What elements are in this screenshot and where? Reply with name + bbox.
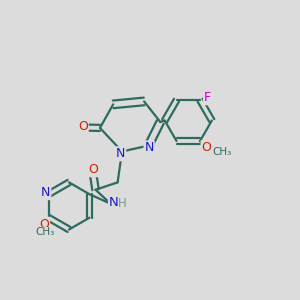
Text: CH₃: CH₃ [35,227,55,237]
Text: N: N [41,186,50,199]
Text: H: H [118,197,127,210]
Text: O: O [202,141,212,154]
Text: N: N [144,141,154,154]
Text: N: N [116,147,125,160]
Text: F: F [204,91,211,104]
Text: O: O [78,120,88,133]
Text: CH₃: CH₃ [212,147,232,157]
Text: N: N [109,196,119,209]
Text: O: O [88,163,98,176]
Text: O: O [39,218,49,231]
